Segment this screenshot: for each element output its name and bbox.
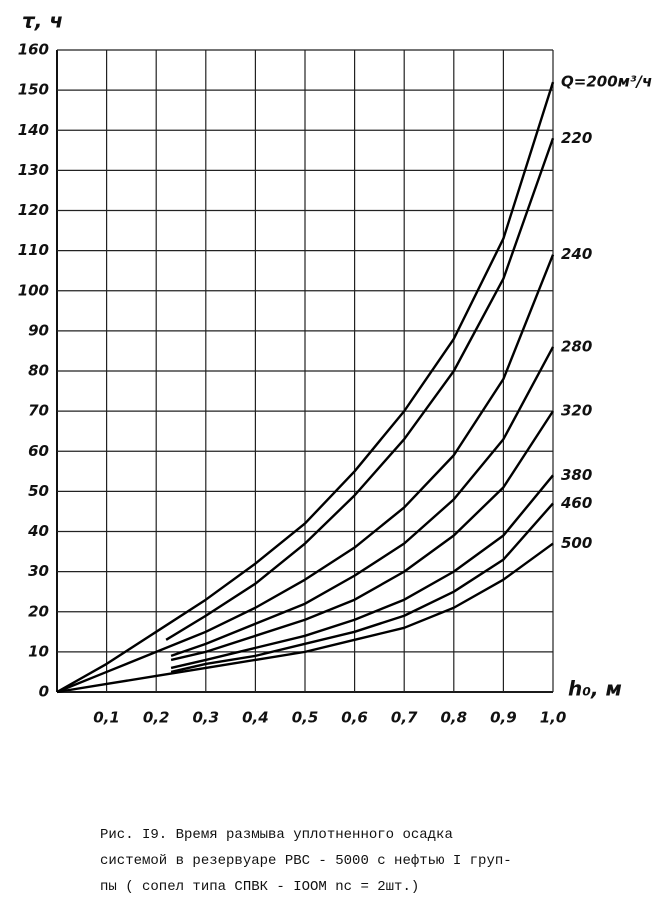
legend-entry: 500 (561, 534, 592, 552)
y-tick-label: 80 (28, 362, 49, 380)
caption-line: Рис. I9. Время размыва уплотненного осад… (100, 827, 453, 843)
legend-entry: 380 (561, 466, 592, 484)
series-line (170, 502, 554, 674)
legend-entry: 280 (561, 337, 592, 355)
x-tick-label: 0,4 (242, 709, 269, 727)
x-axis-label: h₀, м (568, 677, 622, 701)
y-tick-label: 30 (28, 562, 49, 580)
legend-entry: 460 (560, 494, 592, 512)
caption-line: системой в резервуаре РВС - 5000 с нефть… (100, 852, 512, 869)
y-tick-label: 60 (28, 442, 49, 460)
series-line (56, 542, 554, 694)
legend-entry: 220 (561, 129, 592, 147)
series-line (165, 137, 555, 641)
y-tick-label: 0 (39, 683, 49, 701)
y-tick-label: 120 (18, 201, 49, 219)
x-tick-label: 0,8 (441, 709, 468, 727)
y-tick-label: 140 (18, 121, 49, 139)
y-tick-label: 10 (28, 642, 49, 660)
y-axis-label: τ, ч (22, 9, 63, 33)
y-tick-label: 160 (18, 41, 49, 59)
y-tick-label: 110 (18, 241, 49, 259)
series-line (56, 254, 555, 694)
x-tick-label: 0,1 (93, 709, 120, 727)
y-tick-label: 100 (18, 281, 49, 299)
x-tick-label: 1,0 (540, 709, 567, 727)
x-tick-label: 0,6 (341, 709, 368, 727)
y-tick-label: 70 (28, 402, 49, 420)
y-tick-label: 90 (28, 321, 49, 339)
series-line (170, 410, 555, 662)
series-line (56, 81, 555, 694)
y-tick-label: 20 (28, 602, 49, 620)
y-tick-label: 40 (27, 522, 49, 540)
legend-entry: 240 (561, 245, 592, 263)
x-tick-label: 0,3 (193, 709, 220, 727)
x-tick-label: 0,9 (490, 709, 517, 727)
x-tick-label: 0,7 (391, 709, 418, 727)
x-tick-label: 0,5 (292, 709, 319, 727)
series-line (170, 474, 554, 670)
y-tick-label: 150 (18, 81, 49, 99)
legend-entry: 320 (561, 402, 592, 420)
x-tick-label: 0,2 (143, 709, 170, 727)
caption-line: пы ( сопел типа СПВК - IOOМ nc = 2шт.) (100, 879, 419, 895)
y-tick-label: 130 (18, 161, 49, 179)
legend-entry: Q=200м³/ч (561, 73, 652, 91)
y-tick-label: 50 (28, 482, 49, 500)
series-line (170, 346, 555, 658)
